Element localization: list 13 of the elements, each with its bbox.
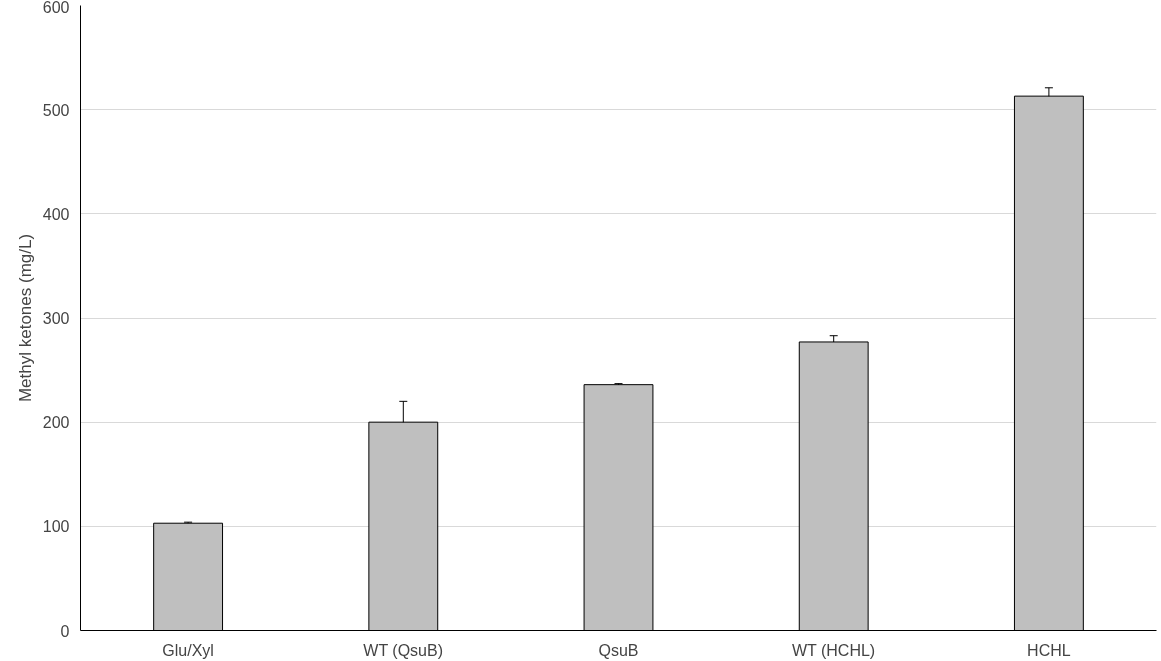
x-tick-label: WT (QsuB) [363,641,444,659]
y-axis-title: Methyl ketones (mg/L) [15,233,35,403]
y-tick-label: 200 [42,414,70,432]
y-tick-label: 300 [42,310,70,327]
x-tick-label: WT (HCHL) [791,641,876,659]
x-tick-label: QsuB [598,641,639,659]
y-tick-label: 400 [42,205,70,223]
y-tick-label: 500 [42,101,70,119]
x-tick-label: Glu/Xyl [162,641,214,659]
y-tick-label: 600 [42,0,70,16]
x-tick-label: HCHL [1027,641,1071,659]
y-tick-label: 0 [60,622,70,640]
y-tick-label: 100 [42,518,70,536]
